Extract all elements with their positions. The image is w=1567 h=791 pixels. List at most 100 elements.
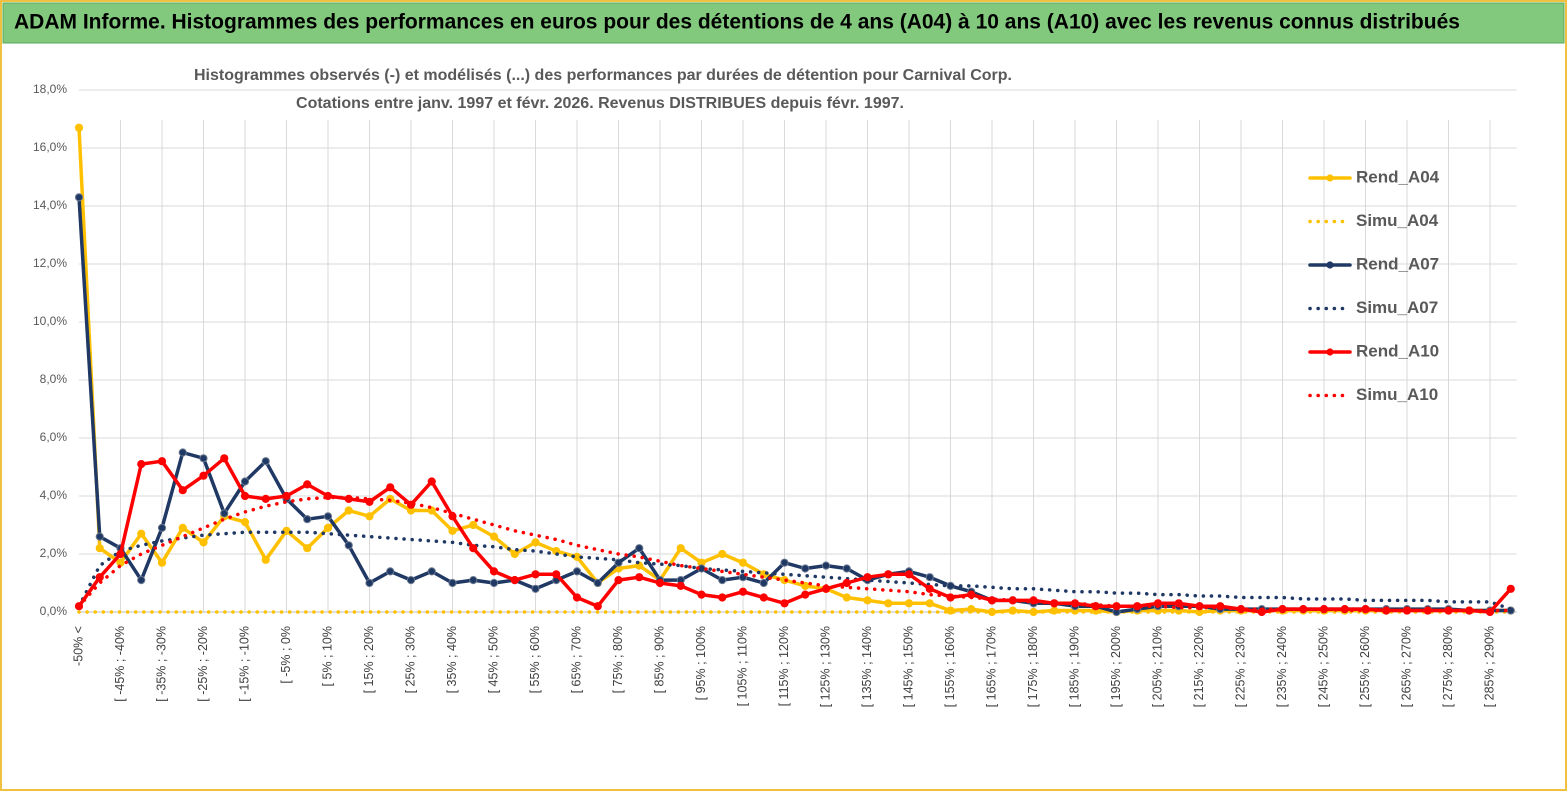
series-marker bbox=[1506, 584, 1515, 593]
series-marker bbox=[718, 576, 727, 585]
y-tick-label: 10,0% bbox=[33, 314, 67, 328]
x-tick-label: [ 135% ; 140% bbox=[860, 626, 874, 707]
series-marker bbox=[655, 578, 665, 588]
legend-label: Simu_A10 bbox=[1356, 385, 1438, 404]
series-marker bbox=[738, 587, 748, 596]
series-marker bbox=[178, 448, 187, 457]
series-marker bbox=[303, 515, 312, 524]
series-marker bbox=[572, 567, 582, 576]
header-title: ADAM Informe. Histogrammes des performan… bbox=[14, 11, 1460, 34]
x-tick-label: [ 55% ; 60% bbox=[528, 626, 542, 693]
series-marker bbox=[199, 454, 208, 463]
legend-marker bbox=[1326, 261, 1334, 269]
x-tick-label: [ 205% ; 210% bbox=[1150, 626, 1164, 707]
series-marker bbox=[448, 526, 457, 535]
series-marker bbox=[801, 564, 810, 573]
series-marker bbox=[406, 576, 416, 585]
series-marker bbox=[303, 544, 312, 553]
x-tick-label: [ -25% ; -20% bbox=[196, 626, 210, 702]
legend-label: Rend_A07 bbox=[1356, 254, 1439, 273]
series-marker bbox=[386, 483, 395, 492]
series-marker bbox=[199, 538, 208, 547]
series-marker bbox=[531, 538, 540, 547]
series-marker bbox=[157, 523, 167, 533]
series-marker bbox=[489, 567, 499, 576]
series-marker bbox=[240, 491, 250, 501]
series-marker bbox=[427, 567, 436, 576]
series-marker bbox=[697, 590, 706, 599]
x-tick-label: [ 145% ; 150% bbox=[901, 626, 915, 707]
series-marker bbox=[240, 518, 250, 527]
series-marker bbox=[178, 523, 187, 533]
series-marker bbox=[780, 599, 789, 608]
series-marker bbox=[863, 573, 872, 582]
y-tick-label: 4,0% bbox=[40, 488, 68, 502]
series-marker bbox=[718, 549, 727, 559]
series-marker bbox=[676, 544, 685, 553]
series-marker bbox=[386, 567, 395, 576]
x-tick-label: [ 5% ; 10% bbox=[320, 626, 334, 686]
x-tick-label: [ 195% ; 200% bbox=[1109, 626, 1123, 707]
series-marker bbox=[95, 532, 104, 541]
x-tick-label: [ 225% ; 230% bbox=[1233, 626, 1247, 707]
x-tick-label: [ 265% ; 270% bbox=[1399, 626, 1413, 707]
x-tick-label: [ 25% ; 30% bbox=[403, 626, 417, 693]
series-marker bbox=[531, 570, 540, 579]
series-marker bbox=[137, 576, 146, 585]
series-marker bbox=[365, 578, 374, 588]
series-marker bbox=[469, 520, 478, 530]
series-marker bbox=[95, 573, 104, 582]
series-marker bbox=[925, 599, 934, 608]
series-marker bbox=[448, 578, 457, 588]
series-marker bbox=[614, 576, 623, 585]
series-marker bbox=[759, 578, 768, 588]
y-tick-label: 0,0% bbox=[40, 604, 68, 618]
x-tick-label: -50% < bbox=[71, 626, 85, 666]
x-tick-label: [ -45% ; -40% bbox=[113, 626, 127, 702]
x-tick-label: [ 235% ; 240% bbox=[1275, 626, 1289, 707]
series-marker bbox=[1174, 599, 1183, 608]
series-marker bbox=[365, 512, 374, 521]
series-marker bbox=[157, 558, 167, 567]
x-tick-label: [ 125% ; 130% bbox=[818, 626, 832, 707]
x-tick-label: [ 255% ; 260% bbox=[1358, 626, 1372, 707]
series-marker bbox=[635, 573, 644, 582]
series-marker bbox=[842, 564, 851, 573]
series-marker bbox=[821, 561, 831, 570]
series-marker bbox=[531, 584, 540, 593]
series-marker bbox=[489, 532, 499, 541]
series-marker bbox=[510, 576, 519, 585]
x-tick-label: [ 85% ; 90% bbox=[652, 626, 666, 693]
y-tick-label: 8,0% bbox=[40, 372, 68, 386]
series-marker bbox=[74, 193, 84, 202]
y-tick-label: 2,0% bbox=[40, 546, 68, 560]
legend-marker bbox=[1326, 174, 1334, 182]
legend-label: Simu_A04 bbox=[1356, 211, 1439, 230]
legend-marker bbox=[1326, 348, 1334, 356]
series-marker bbox=[323, 523, 333, 533]
series-marker bbox=[863, 596, 872, 605]
series-marker bbox=[427, 477, 436, 486]
series-marker bbox=[469, 544, 478, 553]
series-marker bbox=[904, 570, 914, 579]
x-tick-label: [ 15% ; 20% bbox=[362, 626, 376, 693]
series-marker bbox=[240, 477, 250, 486]
series-marker bbox=[925, 573, 934, 582]
series-marker bbox=[904, 599, 914, 608]
series-marker bbox=[552, 570, 561, 579]
series-marker bbox=[116, 549, 125, 559]
series-marker bbox=[510, 549, 519, 559]
y-tick-label: 16,0% bbox=[33, 140, 67, 154]
series-marker bbox=[261, 457, 270, 466]
series-marker bbox=[157, 457, 167, 466]
series-marker bbox=[178, 486, 187, 495]
series-marker bbox=[718, 593, 727, 602]
series-marker bbox=[780, 558, 789, 567]
y-tick-label: 18,0% bbox=[33, 82, 67, 96]
series-marker bbox=[74, 123, 84, 132]
x-tick-label: [ 105% ; 110% bbox=[735, 626, 749, 706]
series-marker bbox=[801, 590, 810, 599]
x-tick-label: [ 175% ; 180% bbox=[1026, 626, 1040, 707]
x-tick-label: [ -15% ; -10% bbox=[237, 626, 251, 702]
